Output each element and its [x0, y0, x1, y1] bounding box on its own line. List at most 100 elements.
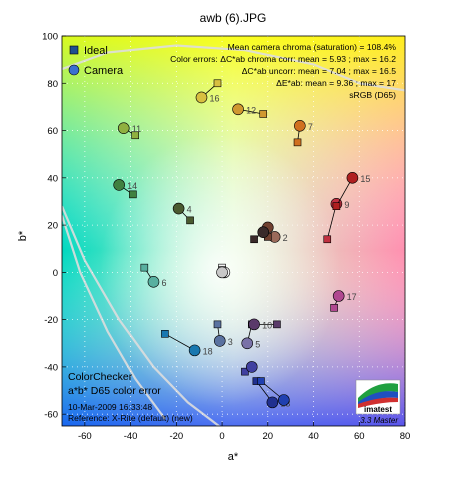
tick-label-x--40: -40 — [124, 431, 138, 442]
patch-label-18: 18 — [203, 346, 213, 356]
tick-label-x-80: 80 — [400, 431, 411, 442]
patch-label-14: 14 — [127, 181, 137, 191]
tick-label-x-60: 60 — [354, 431, 365, 442]
ideal-marker-12 — [259, 110, 268, 118]
info-title: ColorChecker — [68, 371, 133, 383]
ideal-marker-9 — [323, 235, 332, 244]
stats-line-chroma: Mean camera chroma (saturation) = 108.4% — [228, 42, 397, 52]
info-block: ColorChecker a*b* D65 color error 10-Mar… — [68, 371, 193, 423]
camera-marker-11 — [117, 122, 130, 134]
patch-15: 15 — [332, 172, 370, 210]
axes: -60 -40 -20 0 20 40 60 80 -60 -40 -20 0 20 40 60 80 100 — [42, 32, 410, 443]
tick-label-x-20: 20 — [263, 431, 274, 442]
patch-6: 6 — [140, 263, 166, 288]
patch-label-4: 4 — [187, 205, 192, 215]
patch-label-16: 16 — [209, 93, 219, 103]
tick-label-y--20: -20 — [44, 315, 58, 326]
patch-3: 3 — [213, 320, 233, 347]
tick-label-y--60: -60 — [44, 410, 58, 421]
camera-marker-12 — [232, 103, 244, 116]
stats-line-uncorr: ΔC*ab uncorr: mean = 7.04 ; max = 16.5 — [242, 66, 397, 76]
legend-ideal-marker — [69, 45, 79, 55]
patch-label-15: 15 — [360, 174, 370, 184]
patch-label-10: 10 — [262, 320, 272, 330]
legend-camera-label: Camera — [84, 65, 124, 77]
ideal-marker-3 — [213, 320, 222, 329]
patch-label-6: 6 — [161, 278, 166, 288]
version-label: 3.3 Master — [360, 416, 398, 425]
ideal-marker-6 — [140, 263, 149, 272]
gamut-curve-2 — [62, 215, 166, 420]
legend-ideal-label: Ideal — [84, 45, 108, 57]
patch-23 — [257, 377, 290, 406]
tick-label-y-60: 60 — [47, 126, 58, 137]
ideal-marker-15 — [332, 202, 341, 210]
imatest-logo: imatest — [355, 379, 401, 415]
tick-label-x--20: -20 — [169, 431, 183, 442]
ideal-marker-16 — [213, 79, 222, 88]
logo-wordmark: imatest — [364, 405, 392, 414]
tick-label-y-20: 20 — [47, 221, 58, 232]
tick-label-y-100: 100 — [42, 32, 58, 43]
tick-label-y-0: 0 — [53, 268, 58, 279]
ideal-marker-17 — [330, 304, 338, 312]
tick-label-x-40: 40 — [308, 431, 319, 442]
gamut-curve-1 — [62, 205, 221, 426]
ideal-marker-18 — [161, 330, 169, 338]
legend-camera-marker — [68, 64, 80, 76]
patch-label-2: 2 — [283, 233, 288, 243]
stats-line-corr: Color errors: ΔC*ab chroma corr: mean = … — [170, 54, 396, 64]
legend: Ideal Camera — [68, 45, 124, 77]
patch-14: 14 — [113, 179, 137, 199]
ideal-marker-4 — [186, 216, 194, 225]
camera-marker-14 — [113, 179, 125, 191]
camera-marker-7 — [294, 120, 306, 132]
info-subtitle: a*b* D65 color error — [68, 385, 161, 397]
patch-label-11: 11 — [132, 124, 141, 134]
camera-marker-22 — [257, 226, 270, 238]
data-points: 2345679101112131415161718 — [113, 79, 370, 409]
gamut-curve-0 — [62, 44, 405, 92]
stats-line-de: ΔE*ab: mean = 9.36 ; max = 17 — [276, 78, 396, 88]
patch-label-5: 5 — [255, 339, 260, 349]
plot-background — [62, 36, 405, 426]
camera-marker-16 — [195, 91, 208, 104]
info-reference: Reference: X-Rite (default) (new) — [68, 413, 193, 423]
patch-label-9: 9 — [344, 200, 349, 210]
stats-line-space: sRGB (D65) — [349, 90, 396, 100]
camera-marker-13 — [266, 396, 279, 409]
ideal-marker-14 — [129, 190, 137, 199]
patch-label-17: 17 — [347, 292, 357, 302]
camera-marker-6 — [147, 276, 160, 288]
x-axis-label: a* — [228, 451, 239, 463]
patch-8 — [241, 361, 258, 376]
patch-7: 7 — [293, 120, 313, 147]
y-axis-label: b* — [17, 230, 29, 241]
patch-11: 11 — [117, 122, 141, 140]
plot-frame — [61, 35, 406, 427]
patch-12: 12 — [232, 103, 268, 118]
camera-marker-20 — [216, 266, 228, 279]
tick-label-x--60: -60 — [78, 431, 92, 442]
info-date: 10-Mar-2009 16:33:48 — [68, 402, 152, 412]
patch-18: 18 — [161, 330, 213, 356]
tick-label-x-0: 0 — [219, 431, 224, 442]
camera-marker-4 — [172, 202, 185, 215]
camera-marker-10 — [248, 318, 260, 331]
patch-4: 4 — [172, 202, 194, 225]
camera-marker-3 — [213, 335, 226, 347]
stats-block: Mean camera chroma (saturation) = 108.4%… — [170, 42, 396, 100]
ideal-marker-23 — [257, 377, 265, 385]
patch-label-7: 7 — [308, 122, 313, 132]
ideal-marker-22 — [250, 235, 258, 244]
patch-label-3: 3 — [228, 337, 233, 347]
patch-label-12: 12 — [246, 105, 256, 115]
tick-label-y--40: -40 — [44, 362, 58, 373]
patch-22 — [250, 226, 270, 244]
tick-label-y-40: 40 — [47, 173, 58, 184]
ideal-marker-11 — [131, 131, 139, 140]
ideal-marker-7 — [293, 138, 302, 147]
patch-20 — [216, 266, 228, 279]
ideal-marker-10 — [273, 320, 281, 329]
